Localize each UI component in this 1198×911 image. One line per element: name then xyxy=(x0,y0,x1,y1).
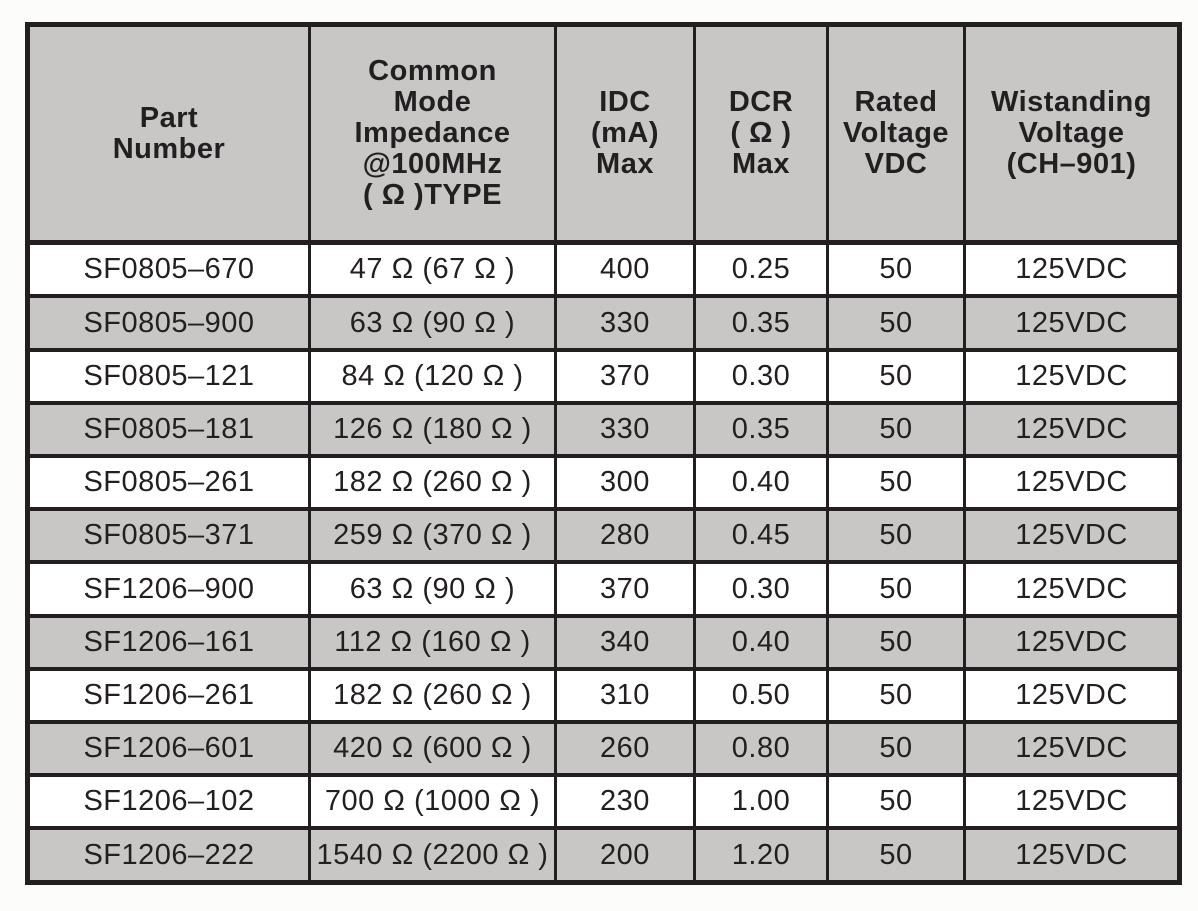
table-row: SF1206–161 112 Ω (160 Ω ) 340 0.40 50 125VDC xyxy=(26,613,1181,671)
cell-common-mode-impedance: 259 Ω (370 Ω ) xyxy=(308,507,557,565)
cell-part-number: SF1206–222 xyxy=(26,826,311,885)
column-header-idc-max: IDC (mA) Max xyxy=(554,22,696,245)
cell-dcr-max: 0.40 xyxy=(693,454,829,512)
cell-common-mode-impedance: 63 Ω (90 Ω ) xyxy=(308,294,557,352)
column-header-dcr-max: DCR ( Ω ) Max xyxy=(693,22,829,245)
cell-rated-voltage: 50 xyxy=(826,400,966,459)
cell-rated-voltage: 50 xyxy=(826,454,966,512)
cell-dcr-max: 0.35 xyxy=(693,294,829,352)
cell-withstanding-voltage: 125VDC xyxy=(963,294,1181,352)
cell-part-number: SF0805–121 xyxy=(26,347,311,405)
cell-common-mode-impedance: 47 Ω (67 Ω ) xyxy=(308,240,557,299)
specification-table: Part Number Common Mode Impedance @100MHz… xyxy=(25,22,1182,885)
table-row: SF1206–601 420 Ω (600 Ω ) 260 0.80 50 125VDC xyxy=(26,720,1181,778)
cell-dcr-max: 0.45 xyxy=(693,507,829,565)
cell-withstanding-voltage: 125VDC xyxy=(963,773,1181,831)
cell-withstanding-voltage: 125VDC xyxy=(963,507,1181,565)
cell-idc-max: 260 xyxy=(554,720,696,778)
cell-dcr-max: 0.80 xyxy=(693,720,829,778)
cell-part-number: SF1206–102 xyxy=(26,773,311,831)
cell-rated-voltage: 50 xyxy=(826,294,966,352)
cell-withstanding-voltage: 125VDC xyxy=(963,613,1181,671)
cell-common-mode-impedance: 182 Ω (260 Ω ) xyxy=(308,454,557,512)
cell-dcr-max: 0.25 xyxy=(693,240,829,299)
table-row: SF1206–261 182 Ω (260 Ω ) 310 0.50 50 125VDC xyxy=(26,666,1181,725)
cell-rated-voltage: 50 xyxy=(826,507,966,565)
cell-withstanding-voltage: 125VDC xyxy=(963,666,1181,725)
cell-rated-voltage: 50 xyxy=(826,720,966,778)
cell-idc-max: 330 xyxy=(554,400,696,459)
table-row: SF0805–900 63 Ω (90 Ω ) 330 0.35 50 125VDC xyxy=(26,294,1181,352)
column-header-part-number: Part Number xyxy=(26,22,311,245)
header-row: Part Number Common Mode Impedance @100MHz… xyxy=(26,22,1181,245)
cell-dcr-max: 0.35 xyxy=(693,400,829,459)
cell-part-number: SF1206–900 xyxy=(26,560,311,618)
cell-rated-voltage: 50 xyxy=(826,666,966,725)
table-row: SF1206–222 1540 Ω (2200 Ω ) 200 1.20 50 125VD… xyxy=(26,826,1181,885)
cell-idc-max: 370 xyxy=(554,347,696,405)
cell-common-mode-impedance: 126 Ω (180 Ω ) xyxy=(308,400,557,459)
cell-part-number: SF1206–601 xyxy=(26,720,311,778)
cell-idc-max: 310 xyxy=(554,666,696,725)
cell-part-number: SF0805–670 xyxy=(26,240,311,299)
cell-common-mode-impedance: 182 Ω (260 Ω ) xyxy=(308,666,557,725)
table-row: SF0805–181 126 Ω (180 Ω ) 330 0.35 50 125VDC xyxy=(26,400,1181,459)
cell-dcr-max: 0.50 xyxy=(693,666,829,725)
cell-part-number: SF0805–900 xyxy=(26,294,311,352)
cell-idc-max: 370 xyxy=(554,560,696,618)
cell-idc-max: 400 xyxy=(554,240,696,299)
cell-idc-max: 200 xyxy=(554,826,696,885)
cell-dcr-max: 0.30 xyxy=(693,560,829,618)
table-row: SF0805–670 47 Ω (67 Ω ) 400 0.25 50 125VDC xyxy=(26,240,1181,299)
cell-rated-voltage: 50 xyxy=(826,240,966,299)
cell-dcr-max: 0.40 xyxy=(693,613,829,671)
table-row: SF0805–371 259 Ω (370 Ω ) 280 0.45 50 125VDC xyxy=(26,507,1181,565)
column-header-withstanding-voltage: Wistanding Voltage (CH–901) xyxy=(963,22,1181,245)
table-header: Part Number Common Mode Impedance @100MHz… xyxy=(26,22,1181,245)
cell-rated-voltage: 50 xyxy=(826,613,966,671)
cell-part-number: SF0805–261 xyxy=(26,454,311,512)
cell-part-number: SF0805–371 xyxy=(26,507,311,565)
cell-idc-max: 280 xyxy=(554,507,696,565)
cell-rated-voltage: 50 xyxy=(826,773,966,831)
cell-idc-max: 330 xyxy=(554,294,696,352)
cell-idc-max: 230 xyxy=(554,773,696,831)
cell-withstanding-voltage: 125VDC xyxy=(963,400,1181,459)
cell-withstanding-voltage: 125VDC xyxy=(963,826,1181,885)
column-header-common-mode-impedance: Common Mode Impedance @100MHz ( Ω )TYPE xyxy=(308,22,557,245)
cell-idc-max: 340 xyxy=(554,613,696,671)
cell-withstanding-voltage: 125VDC xyxy=(963,454,1181,512)
cell-rated-voltage: 50 xyxy=(826,826,966,885)
cell-common-mode-impedance: 420 Ω (600 Ω ) xyxy=(308,720,557,778)
cell-withstanding-voltage: 125VDC xyxy=(963,347,1181,405)
cell-withstanding-voltage: 125VDC xyxy=(963,720,1181,778)
cell-idc-max: 300 xyxy=(554,454,696,512)
cell-common-mode-impedance: 63 Ω (90 Ω ) xyxy=(308,560,557,618)
table-row: SF1206–102 700 Ω (1000 Ω ) 230 1.00 50 125VDC xyxy=(26,773,1181,831)
cell-part-number: SF1206–161 xyxy=(26,613,311,671)
cell-rated-voltage: 50 xyxy=(826,560,966,618)
table-row: SF0805–121 84 Ω (120 Ω ) 370 0.30 50 125VDC xyxy=(26,347,1181,405)
table-body: SF0805–670 47 Ω (67 Ω ) 400 0.25 50 125VDC SF0… xyxy=(26,240,1181,885)
cell-rated-voltage: 50 xyxy=(826,347,966,405)
cell-common-mode-impedance: 1540 Ω (2200 Ω ) xyxy=(308,826,557,885)
cell-dcr-max: 1.20 xyxy=(693,826,829,885)
cell-part-number: SF1206–261 xyxy=(26,666,311,725)
cell-dcr-max: 1.00 xyxy=(693,773,829,831)
table-row: SF0805–261 182 Ω (260 Ω ) 300 0.40 50 125VDC xyxy=(26,454,1181,512)
cell-dcr-max: 0.30 xyxy=(693,347,829,405)
cell-common-mode-impedance: 112 Ω (160 Ω ) xyxy=(308,613,557,671)
cell-withstanding-voltage: 125VDC xyxy=(963,560,1181,618)
cell-part-number: SF0805–181 xyxy=(26,400,311,459)
cell-common-mode-impedance: 84 Ω (120 Ω ) xyxy=(308,347,557,405)
column-header-rated-voltage: Rated Voltage VDC xyxy=(826,22,966,245)
cell-common-mode-impedance: 700 Ω (1000 Ω ) xyxy=(308,773,557,831)
cell-withstanding-voltage: 125VDC xyxy=(963,240,1181,299)
table-row: SF1206–900 63 Ω (90 Ω ) 370 0.30 50 125VDC xyxy=(26,560,1181,618)
